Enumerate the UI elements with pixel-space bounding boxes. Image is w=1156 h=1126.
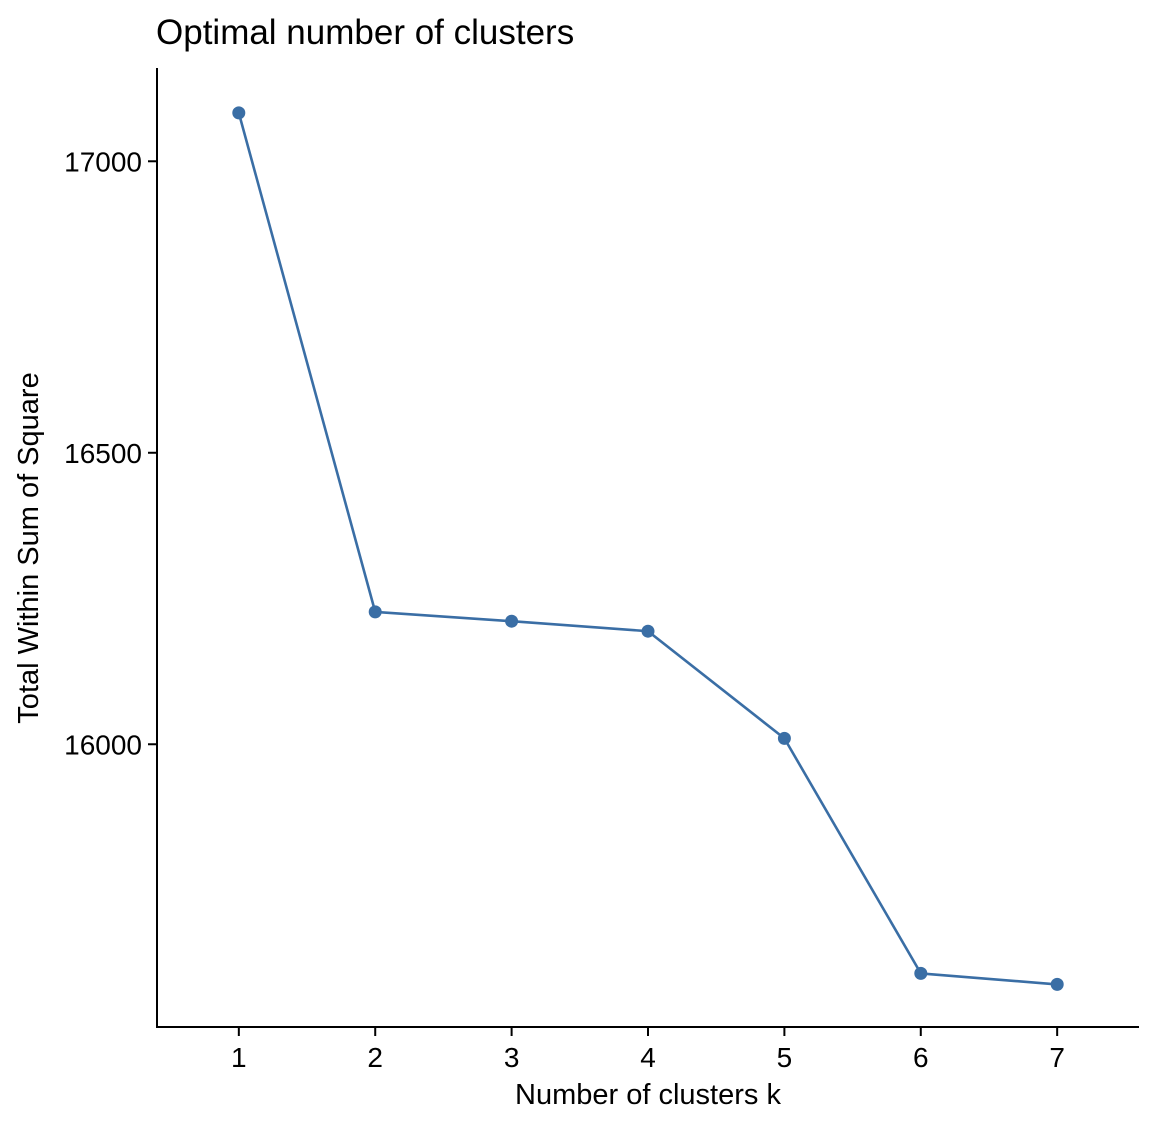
x-tick-label: 1 [231,1042,247,1073]
data-point-k4 [641,624,655,638]
x-tick-label: 5 [777,1042,793,1073]
y-tick-label: 17000 [64,146,142,177]
x-tick-label: 2 [367,1042,383,1073]
chart-title: Optimal number of clusters [156,13,574,52]
series-line [237,112,1058,986]
plot-area [232,106,1064,991]
y-tick-label: 16000 [64,729,142,760]
data-point-k3 [505,614,519,628]
x-tick-label: 4 [640,1042,656,1073]
x-tick-label: 7 [1049,1042,1065,1073]
x-tick-label: 6 [913,1042,929,1073]
data-point-k7 [1050,977,1064,991]
y-tick-label: 16500 [64,438,142,469]
y-axis-title: Total Within Sum of Square [13,372,45,723]
data-point-k6 [914,966,928,980]
x-tick-label: 3 [504,1042,520,1073]
data-point-k1 [232,106,246,120]
x-axis-ticks: 1 2 3 4 5 6 7 [231,1027,1065,1073]
data-point-k2 [368,605,382,619]
x-axis-title: Number of clusters k [515,1079,781,1111]
y-axis-ticks: 16000 16500 17000 [64,146,157,760]
data-point-k5 [777,731,791,745]
